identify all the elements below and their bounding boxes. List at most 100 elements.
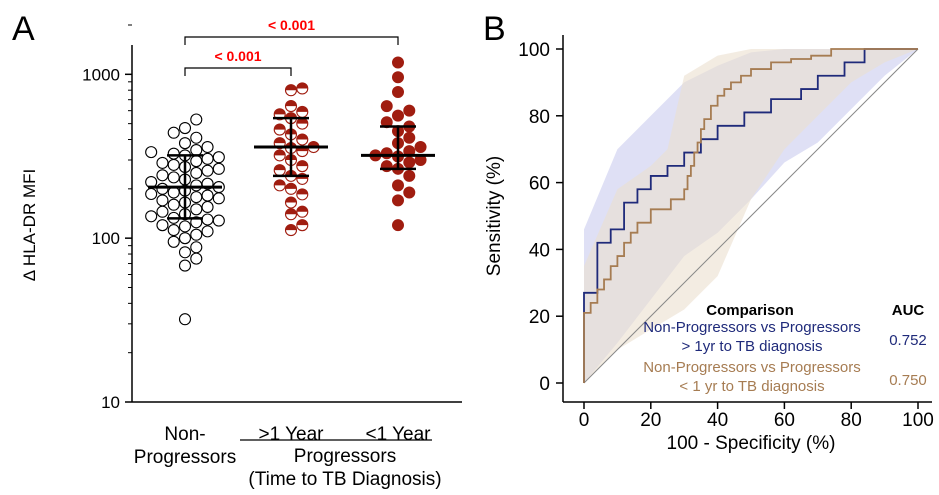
a-point-over-1yr-top <box>296 82 308 89</box>
a-point-over-1yr-top <box>296 118 308 124</box>
b-y-tick-label: 100 <box>518 40 550 61</box>
a-point-nonprogressor <box>212 192 225 205</box>
panel-b-letter: B <box>483 10 506 48</box>
a-point-nonprogressor <box>201 152 214 165</box>
panel-b-roc: 0 20 40 60 80 100 0 20 40 60 80 100 Sensitivity (%)… <box>484 35 934 454</box>
b-legend-auc-value: 0.752 <box>889 332 927 349</box>
a-point-over-1yr <box>273 164 286 177</box>
b-y-tick-label: 80 <box>529 107 550 128</box>
a-point-over-1yr <box>296 188 309 201</box>
a-point-over-1yr-top <box>285 100 297 107</box>
a-point-nonprogressor <box>190 155 203 168</box>
a-point-nonprogressor <box>156 169 169 182</box>
a-point-nonprogressor <box>190 241 203 254</box>
a-point-nonprogressor <box>156 205 169 218</box>
a-point-over-1yr <box>296 205 309 218</box>
a-point-nonprogressor <box>190 179 203 192</box>
b-y-tick-label: 20 <box>529 307 550 328</box>
b-x-tick-label: 20 <box>640 410 661 431</box>
a-point-under-1yr <box>380 100 393 113</box>
a-point-over-1yr <box>284 208 298 221</box>
b-y-tick-label: 40 <box>529 240 550 261</box>
a-point-nonprogressor <box>167 158 180 171</box>
a-point-over-1yr <box>296 82 309 95</box>
a-y-axis-label: Δ HLA-DR MFI <box>20 169 39 281</box>
a-point-over-1yr <box>284 182 298 195</box>
a-point-nonprogressor <box>167 147 180 160</box>
a-median-iqr-2 <box>361 125 435 171</box>
a-point-nonprogressor <box>145 187 158 201</box>
a-point-nonprogressor <box>190 131 203 144</box>
a-point-nonprogressor <box>190 228 203 241</box>
a-point-nonprogressor <box>178 259 192 272</box>
b-x-tick-label: 100 <box>902 410 934 431</box>
a-point-over-1yr <box>296 117 309 130</box>
b-legend-comparison-text: Non-Progressors vs Progressors <box>643 319 861 336</box>
a-significance-bracket <box>184 36 399 45</box>
b-reference-diagonal <box>583 48 919 384</box>
a-point-nonprogressor <box>201 225 214 238</box>
a-y-tick-label: 100 <box>92 229 120 248</box>
b-legend-comparison-text: < 1 yr to TB diagnosis <box>679 378 824 395</box>
a-group-title: (Time to TB Diagnosis) <box>248 469 441 490</box>
a-point-under-1yr <box>380 147 393 160</box>
a-point-over-1yr-top <box>285 224 297 231</box>
b-x-tick-label: 40 <box>707 410 728 431</box>
a-point-nonprogressor <box>167 235 180 248</box>
a-point-under-1yr <box>414 141 427 154</box>
a-point-nonprogressor <box>201 164 214 177</box>
a-point-nonprogressor <box>178 121 192 135</box>
a-point-over-1yr <box>296 219 309 232</box>
a-significance-label: < 0.001 <box>214 48 261 64</box>
a-significance-label: < 0.001 <box>268 17 315 33</box>
a-point-nonprogressor <box>190 143 203 157</box>
a-point-nonprogressor <box>190 252 203 265</box>
a-point-over-1yr <box>296 105 309 118</box>
b-legend-header-auc: AUC <box>892 302 925 319</box>
a-point-under-1yr <box>403 186 416 199</box>
a-point-over-1yr-top <box>285 183 297 189</box>
a-point-nonprogressor <box>156 182 169 195</box>
a-point-over-1yr-top <box>296 106 308 112</box>
a-point-nonprogressor <box>201 140 214 154</box>
b-confidence-band-0 <box>584 49 918 383</box>
panel-a-scatter: Δ HLA-DR MFI 10 100 1000 < 0.001 < 0.001 No… <box>20 17 462 490</box>
a-point-nonprogressor <box>201 213 214 226</box>
a-point-over-1yr-top <box>274 164 286 171</box>
a-point-nonprogressor <box>167 186 180 199</box>
a-point-under-1yr <box>392 219 404 232</box>
a-point-nonprogressor <box>156 194 169 207</box>
a-point-over-1yr-top <box>274 137 286 144</box>
a-point-nonprogressor <box>178 220 192 233</box>
a-x-tick-label: <1 Year <box>366 424 432 445</box>
a-significance-bracket <box>184 67 292 76</box>
b-legend-comparison-text: Non-Progressors vs Progressors <box>643 359 861 376</box>
b-x-tick-label: 0 <box>579 410 590 431</box>
a-point-under-1yr <box>392 56 404 69</box>
a-median-iqr-1 <box>254 116 328 178</box>
panel-a-letter: A <box>12 10 35 48</box>
b-y-tick-label: 0 <box>539 374 550 395</box>
a-point-over-1yr-top <box>274 124 286 130</box>
b-y-axis-label: Sensitivity (%) <box>484 156 505 276</box>
a-point-under-1yr <box>403 156 416 169</box>
b-roc-curve-0 <box>583 48 918 383</box>
a-point-over-1yr <box>284 224 298 237</box>
a-point-nonprogressor <box>212 151 225 164</box>
b-legend-comparison-text: > 1yr to TB diagnosis <box>681 338 822 355</box>
a-point-nonprogressor <box>201 189 214 202</box>
a-point-nonprogressor <box>190 203 203 216</box>
a-point-over-1yr <box>273 123 286 136</box>
a-point-under-1yr <box>403 169 416 182</box>
a-point-under-1yr <box>392 71 404 84</box>
a-point-nonprogressor <box>212 214 225 227</box>
a-point-under-1yr <box>392 179 404 192</box>
a-point-under-1yr <box>392 194 404 207</box>
a-point-under-1yr <box>403 131 416 144</box>
a-point-nonprogressor <box>212 162 225 175</box>
a-point-over-1yr-top <box>274 108 286 115</box>
a-point-over-1yr <box>273 149 286 162</box>
a-point-over-1yr-top <box>285 112 297 119</box>
a-point-nonprogressor <box>145 146 158 159</box>
